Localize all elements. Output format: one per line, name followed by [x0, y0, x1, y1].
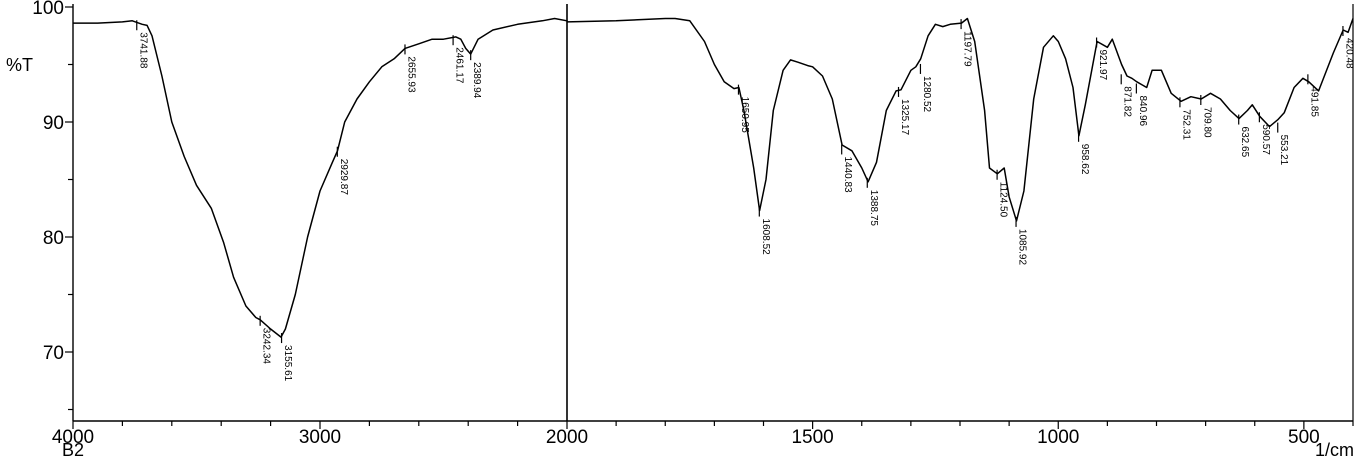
peak-label: 1440.83 [842, 156, 853, 193]
peak-label: 2461.17 [454, 47, 465, 84]
peak-marker: 1388.75 [866, 177, 879, 227]
peak-marker: 1650.95 [737, 84, 750, 134]
peak-marker: 1280.52 [919, 63, 932, 113]
peak-marker: 958.62 [1077, 131, 1090, 175]
y-tick-label: 70 [43, 343, 64, 364]
y-tick-label: 100 [32, 0, 64, 19]
peak-marker: 752.31 [1179, 97, 1191, 140]
peak-marker: 1608.52 [758, 206, 771, 256]
peak-label: 2929.87 [338, 159, 349, 196]
peak-marker: 871.82 [1120, 74, 1133, 117]
peak-marker: 1085.92 [1015, 216, 1028, 266]
x-axis-unit: 1/cm [1315, 440, 1354, 458]
peak-label: 1280.52 [921, 76, 932, 113]
peak-label: 2389.94 [471, 62, 482, 99]
peak-marker: 1197.79 [960, 19, 973, 67]
x-tick-label: 1500 [791, 427, 833, 448]
peak-label: 1388.75 [868, 190, 879, 227]
peak-marker: 3155.61 [280, 333, 293, 382]
peak-label: 420.48 [1343, 38, 1354, 69]
y-axis-title: %T [6, 55, 33, 75]
spectrum-line [73, 17, 1354, 338]
peak-label: 3155.61 [282, 345, 293, 382]
peak-marker: 3242.34 [259, 315, 272, 365]
peak-label: 2655.93 [405, 56, 416, 93]
peak-marker: 2929.87 [336, 146, 349, 196]
x-tick-label: 1000 [1037, 427, 1079, 448]
peak-label: 3741.88 [137, 32, 148, 69]
peak-marker: 3741.88 [136, 20, 148, 69]
peak-label: 1124.50 [998, 182, 1009, 218]
peak-marker: 1124.50 [996, 169, 1009, 218]
peak-label: 840.96 [1137, 96, 1148, 127]
peak-label: 632.65 [1239, 127, 1250, 158]
peak-label: 491.85 [1308, 86, 1319, 117]
x-tick-label: 2000 [546, 427, 588, 448]
peak-label: 1608.52 [760, 219, 771, 256]
y-tick-label: 80 [43, 228, 64, 249]
x-tick-label: 3000 [299, 427, 341, 448]
peak-marker: 553.21 [1277, 122, 1289, 166]
peak-marker: 420.48 [1342, 26, 1354, 69]
peak-marker: 2461.17 [452, 35, 465, 84]
x-tick-label: 4000 [52, 427, 94, 448]
peak-label: 752.31 [1180, 109, 1191, 140]
peak-label: 958.62 [1079, 144, 1090, 175]
peak-marker: 1440.83 [841, 144, 853, 193]
y-tick-label: 90 [43, 113, 64, 134]
peak-marker: 1325.17 [897, 86, 910, 136]
peak-marker: 2655.93 [404, 44, 416, 93]
peak-marker: 921.97 [1095, 37, 1108, 81]
axis-ticks: 100 90 80 70 4000 3000 2000 1500 1000 500 [32, 0, 1354, 448]
peak-marker: 840.96 [1135, 83, 1148, 127]
peak-label: 709.80 [1201, 107, 1212, 138]
peak-label: 871.82 [1122, 86, 1133, 117]
peak-labels: 3741.88 3242.34 3155.61 2929.87 2655.93 2461.… [136, 19, 1354, 382]
peak-label: 1197.79 [962, 31, 973, 67]
peak-label: 553.21 [1278, 135, 1289, 166]
peak-label: 1650.95 [739, 97, 750, 134]
sample-label: B2 [62, 440, 84, 458]
peak-marker: 632.65 [1238, 114, 1250, 158]
peak-label: 590.57 [1260, 124, 1271, 155]
peak-marker: 491.85 [1307, 74, 1319, 117]
peak-marker: 2389.94 [470, 50, 482, 99]
peak-marker: 590.57 [1258, 112, 1271, 155]
peak-label: 921.97 [1097, 50, 1108, 81]
series-layer [73, 17, 1354, 338]
peak-label: 1085.92 [1017, 229, 1028, 266]
peak-label: 3242.34 [261, 328, 272, 365]
x-tick-label: 500 [1288, 427, 1320, 448]
peak-marker: 709.80 [1200, 95, 1212, 138]
peak-label: 1325.17 [899, 99, 910, 136]
